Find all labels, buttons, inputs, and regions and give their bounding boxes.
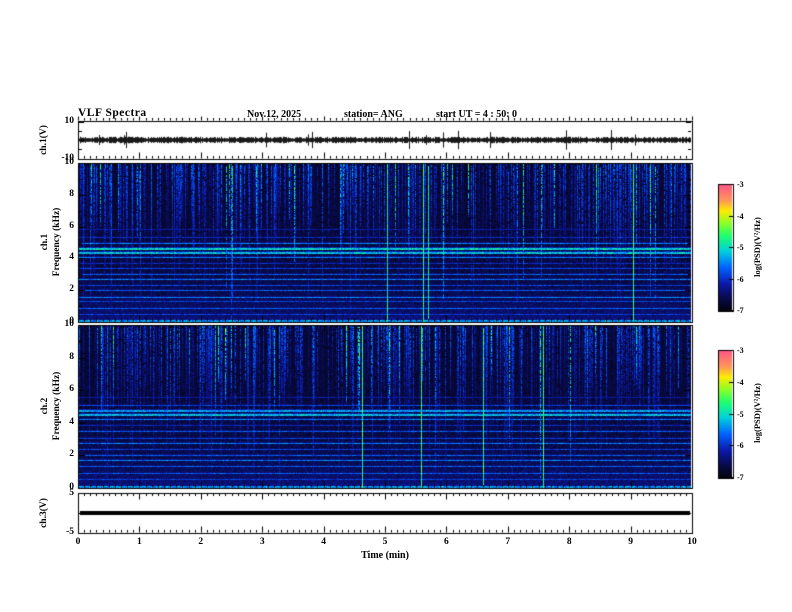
spec1-ytick-label: 2	[69, 284, 74, 295]
spec2-ytick-label: 0	[69, 482, 74, 492]
x-tick-label: 1	[137, 537, 142, 547]
spec1-ytick-label: 6	[69, 220, 74, 231]
x-tick-label: 0	[75, 537, 81, 547]
spec2-channel-label: ch.2	[40, 397, 50, 415]
spec2-frequency-axis-label: Frequency (kHz)	[52, 371, 62, 441]
spec2-ytick-label: 4	[69, 416, 74, 427]
colorbar1-tick-label: -3	[737, 180, 744, 189]
spec2-ytick-label: 8	[69, 351, 74, 362]
colorbar1-tick-label: -6	[737, 274, 744, 284]
spec1-ytick-label: 8	[69, 188, 74, 199]
x-tick-label: 9	[628, 537, 633, 547]
station-label: station= ANG	[344, 109, 403, 120]
x-tick-label: 8	[566, 537, 572, 547]
x-tick-label: 2	[198, 537, 204, 547]
spec1-ytick-label: 0	[69, 316, 74, 326]
colorbar2-tick-label: -4	[737, 377, 744, 387]
colorbar1-tick-label: -4	[737, 211, 744, 221]
ch1-ytick-min: -10	[61, 153, 74, 163]
ch1-voltage-axis-label: ch.1(V)	[39, 125, 49, 155]
spec1-frequency-axis-label: Frequency (kHz)	[52, 207, 62, 277]
colorbar2-tick-label: -3	[737, 346, 744, 355]
date-label: Nov.12, 2025	[247, 109, 302, 120]
x-tick-label: 5	[382, 537, 388, 547]
x-tick-label: 4	[321, 537, 326, 547]
start-ut-label: start UT = 4 : 50: 0	[436, 109, 518, 120]
colorbar2-tick-label: -7	[737, 473, 744, 482]
spec1-ytick-label: 4	[69, 252, 74, 263]
colorbar1-label: log(PSD)(V²/Hz)	[752, 217, 762, 277]
x-tick-label: 6	[444, 537, 449, 547]
time-axis-label: Time (min)	[361, 550, 409, 561]
spec1-ytick-label: 10	[64, 157, 75, 167]
x-tick-label: 7	[505, 537, 511, 547]
ch3-ytick-max: 5	[69, 488, 74, 498]
colorbar2-tick-label: -6	[737, 441, 744, 451]
colorbar2-label: log(PSD)(V²/Hz)	[752, 383, 762, 443]
colorbar2-tick-label: -5	[737, 409, 744, 419]
colorbar1-tick-label: -5	[737, 243, 744, 252]
x-tick-label: 10	[687, 537, 697, 547]
ch3-ytick-min: -5	[66, 527, 74, 537]
figure-title: VLF Spectra	[78, 107, 147, 119]
spec2-ytick-label: 6	[69, 384, 74, 395]
spec2-ytick-label: 10	[64, 319, 75, 329]
spec2-ytick-label: 2	[69, 449, 74, 460]
x-tick-label: 3	[259, 537, 265, 547]
spec1-channel-label: ch.1	[40, 233, 50, 251]
ch1-ytick-max: 10	[64, 116, 75, 126]
ch3-voltage-axis-label: ch.3(V)	[39, 498, 49, 528]
colorbar1-tick-label: -7	[737, 306, 744, 315]
